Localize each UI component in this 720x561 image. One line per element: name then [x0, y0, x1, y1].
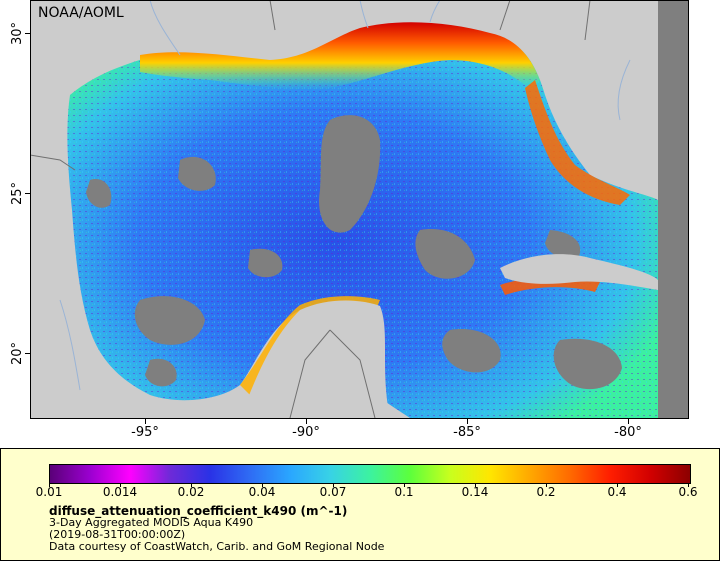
lon-tick-mark: [306, 418, 307, 424]
florida-shelf-band: [525, 80, 630, 205]
legend-panel: 0.01 0.014 0.02 0.04 0.07 0.1 0.14 0.2 0…: [0, 448, 720, 561]
lat-label: 30°: [10, 21, 26, 46]
k490-map: [30, 0, 688, 418]
northern-coastal-band: [140, 22, 540, 90]
dataset-name: 3-Day Aggregated MODIS Aqua K490: [49, 516, 254, 529]
yucatan-land: [240, 300, 390, 418]
variable-name: diffuse_attenuation_coefficient_k490 (m^…: [49, 504, 348, 518]
colorbar-tick-mark: [475, 483, 476, 487]
map-credit-label: NOAA/AOML: [38, 5, 124, 21]
colorbar-tick-label: 0.02: [177, 485, 205, 499]
colorbar-tick-mark: [49, 483, 50, 487]
colorbar-tick-mark: [120, 483, 121, 487]
colorbar-tick-label: 0.4: [607, 485, 627, 499]
colorbar-tick-label: 0.2: [536, 485, 556, 499]
colorbar-tick-mark: [333, 483, 334, 487]
lon-label: -80°: [614, 425, 642, 440]
lat-label: 25°: [10, 181, 26, 206]
colorbar-tick-mark: [688, 483, 689, 487]
data-source: Data courtesy of CoastWatch, Carib. and …: [49, 540, 385, 553]
colorbar-tick-mark: [546, 483, 547, 487]
cuba-land: [500, 254, 658, 290]
lon-label: -85°: [453, 425, 481, 440]
time-stamp: (2019-08-31T00:00:00Z): [49, 528, 186, 541]
political-borders: [30, 0, 591, 418]
lon-label: -95°: [131, 425, 159, 440]
lon-tick-mark: [628, 418, 629, 424]
colorbar-tick-label: 0.07: [319, 485, 347, 499]
lon-label: -90°: [292, 425, 320, 440]
right-edge-no-data: [658, 0, 688, 418]
lon-tick-mark: [467, 418, 468, 424]
cloud-no-data-patches: [86, 115, 622, 390]
colorbar-tick-label: 0.1: [394, 485, 414, 499]
lon-tick-mark: [145, 418, 146, 424]
colorbar-tick-label: 0.6: [678, 485, 698, 499]
water-texture: [67, 24, 658, 418]
rivers: [59, 0, 631, 391]
colorbar-tick-label: 0.01: [35, 485, 63, 499]
lat-tick-mark: [25, 353, 30, 354]
colorbar-tick-label: 0.04: [248, 485, 276, 499]
colorbar-tick-label: 0.14: [461, 485, 489, 499]
colorbar-tick-mark: [191, 483, 192, 487]
colorbar-tick-mark: [262, 483, 263, 487]
colorbar-tick-mark: [404, 483, 405, 487]
colorbar-tick-label: 0.014: [102, 485, 138, 499]
lat-tick-mark: [25, 33, 30, 34]
lat-label: 20°: [10, 341, 26, 366]
colorbar-tick-mark: [617, 483, 618, 487]
lat-tick-mark: [25, 193, 30, 194]
colorbar: [49, 464, 691, 484]
